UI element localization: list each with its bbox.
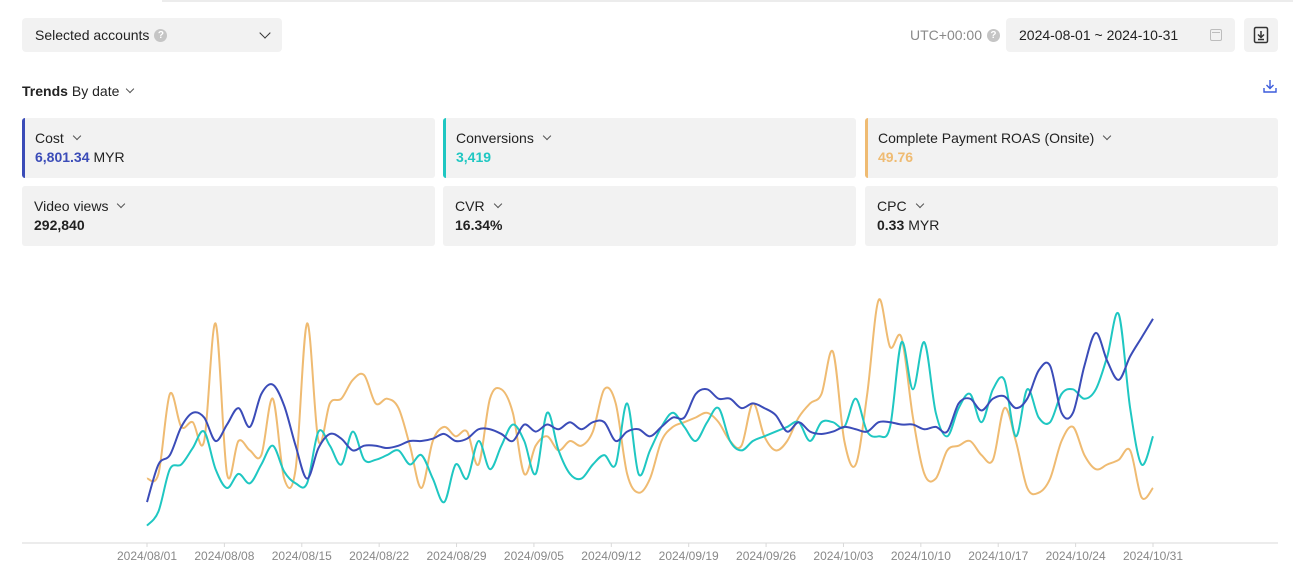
trends-title: Trends [22,83,68,99]
metric-card-video-views[interactable]: Video views 292,840 [22,186,435,246]
chevron-down-icon[interactable] [126,84,135,94]
download-icon [1263,80,1277,93]
metric-value: 16.34% [455,217,844,233]
metric-value-number: 292,840 [34,217,85,233]
trend-line-chart[interactable]: 2024/08/01 2024/08/08 2024/08/15 2024/08/22… [0,260,1293,581]
chevron-down-icon[interactable] [493,199,502,209]
metric-value-number: 0.33 [877,217,905,233]
metric-label: CPC [877,198,1266,214]
download-chart-button[interactable] [1262,78,1278,97]
x-tick-label: 2024/10/24 [1046,549,1106,563]
x-tick-label: 2024/09/26 [736,549,796,563]
help-icon[interactable]: ? [986,28,1000,42]
metric-label: Conversions [456,130,844,146]
trends-mode-dropdown[interactable]: By date [71,83,120,99]
chevron-down-icon[interactable] [72,131,82,141]
metric-card-roas[interactable]: Complete Payment ROAS (Onsite) 49.76 [865,118,1278,178]
x-tick-label: 2024/08/08 [194,549,254,563]
series-line-conversions[interactable] [146,311,1154,527]
export-button[interactable] [1244,18,1278,52]
metric-value: 6,801.34 MYR [35,149,423,165]
metric-unit: MYR [908,217,940,233]
help-icon[interactable]: ? [154,28,168,42]
x-tick-label: 2024/09/05 [504,549,564,563]
top-divider [162,0,1293,2]
export-icon [1253,26,1269,44]
x-tick-label: 2024/08/22 [349,549,409,563]
x-tick-label: 2024/10/31 [1123,549,1183,563]
x-tick-label: 2024/08/01 [117,549,177,563]
calendar-icon [1210,29,1222,41]
metric-label: Complete Payment ROAS (Onsite) [878,130,1266,146]
x-tick-label: 2024/08/15 [272,549,332,563]
x-tick-label: 2024/09/12 [581,549,641,563]
chevron-down-icon[interactable] [117,199,126,209]
chevron-down-icon[interactable] [542,131,552,141]
timezone-label: UTC+00:00 [910,27,982,43]
metric-value: 292,840 [34,217,423,233]
series-line-complete-payment-roas-onsite[interactable] [146,298,1154,500]
metric-card-cost[interactable]: Cost 6,801.34 MYR [22,118,435,178]
x-tick-label: 2024/10/17 [968,549,1028,563]
metric-value-number: 3,419 [456,149,492,165]
x-tick-label: 2024/10/10 [891,549,951,563]
metric-unit: MYR [93,149,125,165]
x-tick-label: 2024/09/19 [659,549,719,563]
timezone-indicator: UTC+00:00 ? [910,27,1000,43]
metric-value-number: 6,801.34 [35,149,90,165]
account-select-label: Selected accounts [35,27,150,43]
metric-value-number: 16.34% [455,217,503,233]
date-range-picker[interactable]: 2024-08-01 ~ 2024-10-31 [1006,18,1235,52]
metric-label: CVR [455,198,844,214]
chevron-down-icon[interactable] [915,199,924,209]
metric-value: 0.33 MYR [877,217,1266,233]
metric-value-number: 49.76 [878,149,914,165]
metric-label: Cost [35,130,423,146]
metric-value: 49.76 [878,149,1266,165]
x-tick-label: 2024/08/29 [427,549,487,563]
trends-header: Trends By date [22,83,135,99]
metric-card-conversions[interactable]: Conversions 3,419 [443,118,856,178]
metric-value: 3,419 [456,149,844,165]
chevron-down-icon [259,27,271,39]
metric-card-cvr[interactable]: CVR 16.34% [443,186,856,246]
metric-label: Video views [34,198,423,214]
chevron-down-icon[interactable] [1103,131,1112,141]
series-line-cost[interactable] [146,318,1154,503]
x-tick-label: 2024/10/03 [813,549,873,563]
date-range-value: 2024-08-01 ~ 2024-10-31 [1019,27,1179,43]
metric-card-cpc[interactable]: CPC 0.33 MYR [865,186,1278,246]
account-select-dropdown[interactable]: Selected accounts ? [22,18,282,52]
